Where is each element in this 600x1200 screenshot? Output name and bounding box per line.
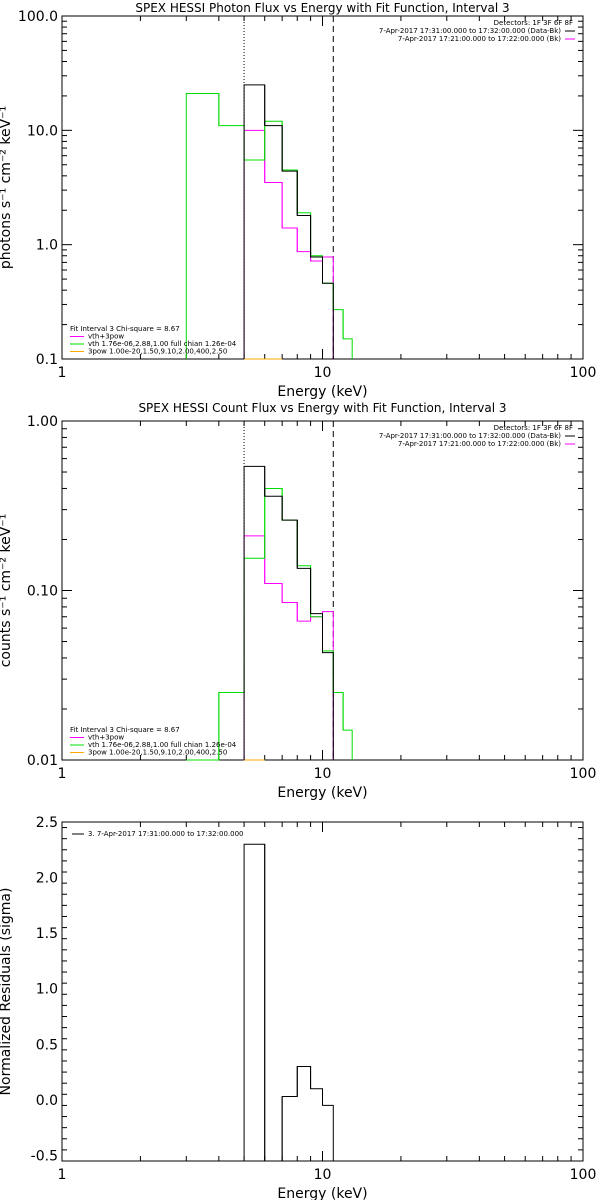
y-tick-label: -0.5 xyxy=(31,1148,58,1164)
x-tick-label: 10 xyxy=(314,365,332,381)
fit-legend-entry: Fit Interval 3 Chi-square = 8.67 xyxy=(70,726,180,734)
series-vth xyxy=(186,487,353,761)
series-3- xyxy=(243,843,334,1162)
y-tick-label: 2.0 xyxy=(36,871,58,887)
legend-entry: Detectors: 1F 3F 6F 8F xyxy=(494,424,573,432)
y-axis-label: Normalized Residuals (sigma) xyxy=(0,888,14,1096)
chart-panel-3: 1 10 100 Energy (keV) -0.5 0.0 0.5 1.0 1.5 2.0 2.5… xyxy=(0,815,596,1200)
y-tick-label: 1.0 xyxy=(36,982,58,998)
legend-entry: 7-Apr-2017 17:21:00.000 to 17:22:00.000 … xyxy=(398,35,561,43)
chart-title: SPEX HESSI Count Flux vs Energy with Fit… xyxy=(138,401,506,415)
fit-legend-entry: Fit Interval 3 Chi-square = 8.67 xyxy=(70,325,180,333)
chart-panel-2: SPEX HESSI Count Flux vs Energy with Fit… xyxy=(0,401,596,801)
plot-frame xyxy=(61,420,584,761)
series-data-bk xyxy=(243,465,334,760)
y-tick-label: 0.10 xyxy=(27,584,58,600)
series-vth xyxy=(185,92,353,359)
y-tick-label: 0.5 xyxy=(36,1037,58,1053)
x-tick-label: 10 xyxy=(314,766,332,782)
y-tick-label: 0.1 xyxy=(36,352,58,368)
y-tick-label: 10.0 xyxy=(27,123,58,139)
fit-legend-entry: 3pow 1.00e-20,1.50,9.10,2.00,400,2.50 xyxy=(88,348,227,356)
x-tick-label: 100 xyxy=(570,1167,597,1183)
y-axis-label: photons s⁻¹ cm⁻² keV⁻¹ xyxy=(0,106,14,269)
x-axis-label: Energy (keV) xyxy=(277,785,367,801)
fit-legend-entry: vth+3pow xyxy=(88,734,124,742)
y-tick-label: 1.00 xyxy=(27,414,58,430)
x-axis-label: Energy (keV) xyxy=(277,384,367,400)
fit-legend-entry: vth+3pow xyxy=(88,333,124,341)
x-tick-label: 1 xyxy=(58,766,67,782)
x-axis-label: Energy (keV) xyxy=(277,1186,367,1200)
series-data-bk xyxy=(243,84,334,359)
x-tick-label: 100 xyxy=(570,766,597,782)
x-tick-label: 1 xyxy=(58,365,67,381)
legend-entry: 7-Apr-2017 17:31:00.000 to 17:32:00.000 … xyxy=(379,27,561,35)
series-bk xyxy=(243,129,334,359)
series-bk xyxy=(243,535,334,760)
y-tick-label: 0.01 xyxy=(27,753,58,769)
y-tick-label: 0.0 xyxy=(36,1093,58,1109)
legend-entry: Detectors: 1F 3F 6F 8F xyxy=(494,19,573,27)
y-tick-label: 100.0 xyxy=(18,9,58,25)
legend-entry: 3. 7-Apr-2017 17:31:00.000 to 17:32:00.0… xyxy=(88,830,243,838)
y-tick-label: 1.0 xyxy=(36,238,58,254)
fit-legend-entry: 3pow 1.00e-20,1.50,9.10,2.00,400,2.50 xyxy=(88,749,227,757)
y-axis-label: counts s⁻¹ cm⁻² keV⁻¹ xyxy=(0,514,14,668)
x-tick-label: 100 xyxy=(570,365,597,381)
y-tick-label: 1.5 xyxy=(36,926,58,942)
y-tick-label: 2.5 xyxy=(36,815,58,831)
legend-entry: 7-Apr-2017 17:31:00.000 to 17:32:00.000 … xyxy=(379,432,561,440)
plot-frame xyxy=(61,821,584,1162)
plot-frame xyxy=(61,15,584,360)
x-tick-label: 10 xyxy=(314,1167,332,1183)
legend-entry: 7-Apr-2017 17:21:00.000 to 17:22:00.000 … xyxy=(398,440,561,448)
chart-panel-1: SPEX HESSI Photon Flux vs Energy with Fi… xyxy=(0,1,596,400)
x-tick-label: 1 xyxy=(58,1167,67,1183)
fit-legend-entry: vth 1.76e-06,2.88,1.00 full chian 1.26e-… xyxy=(88,340,237,348)
chart-title: SPEX HESSI Photon Flux vs Energy with Fi… xyxy=(135,1,509,15)
fit-legend-entry: vth 1.76e-06,2.88,1.00 full chian 1.26e-… xyxy=(88,741,237,749)
